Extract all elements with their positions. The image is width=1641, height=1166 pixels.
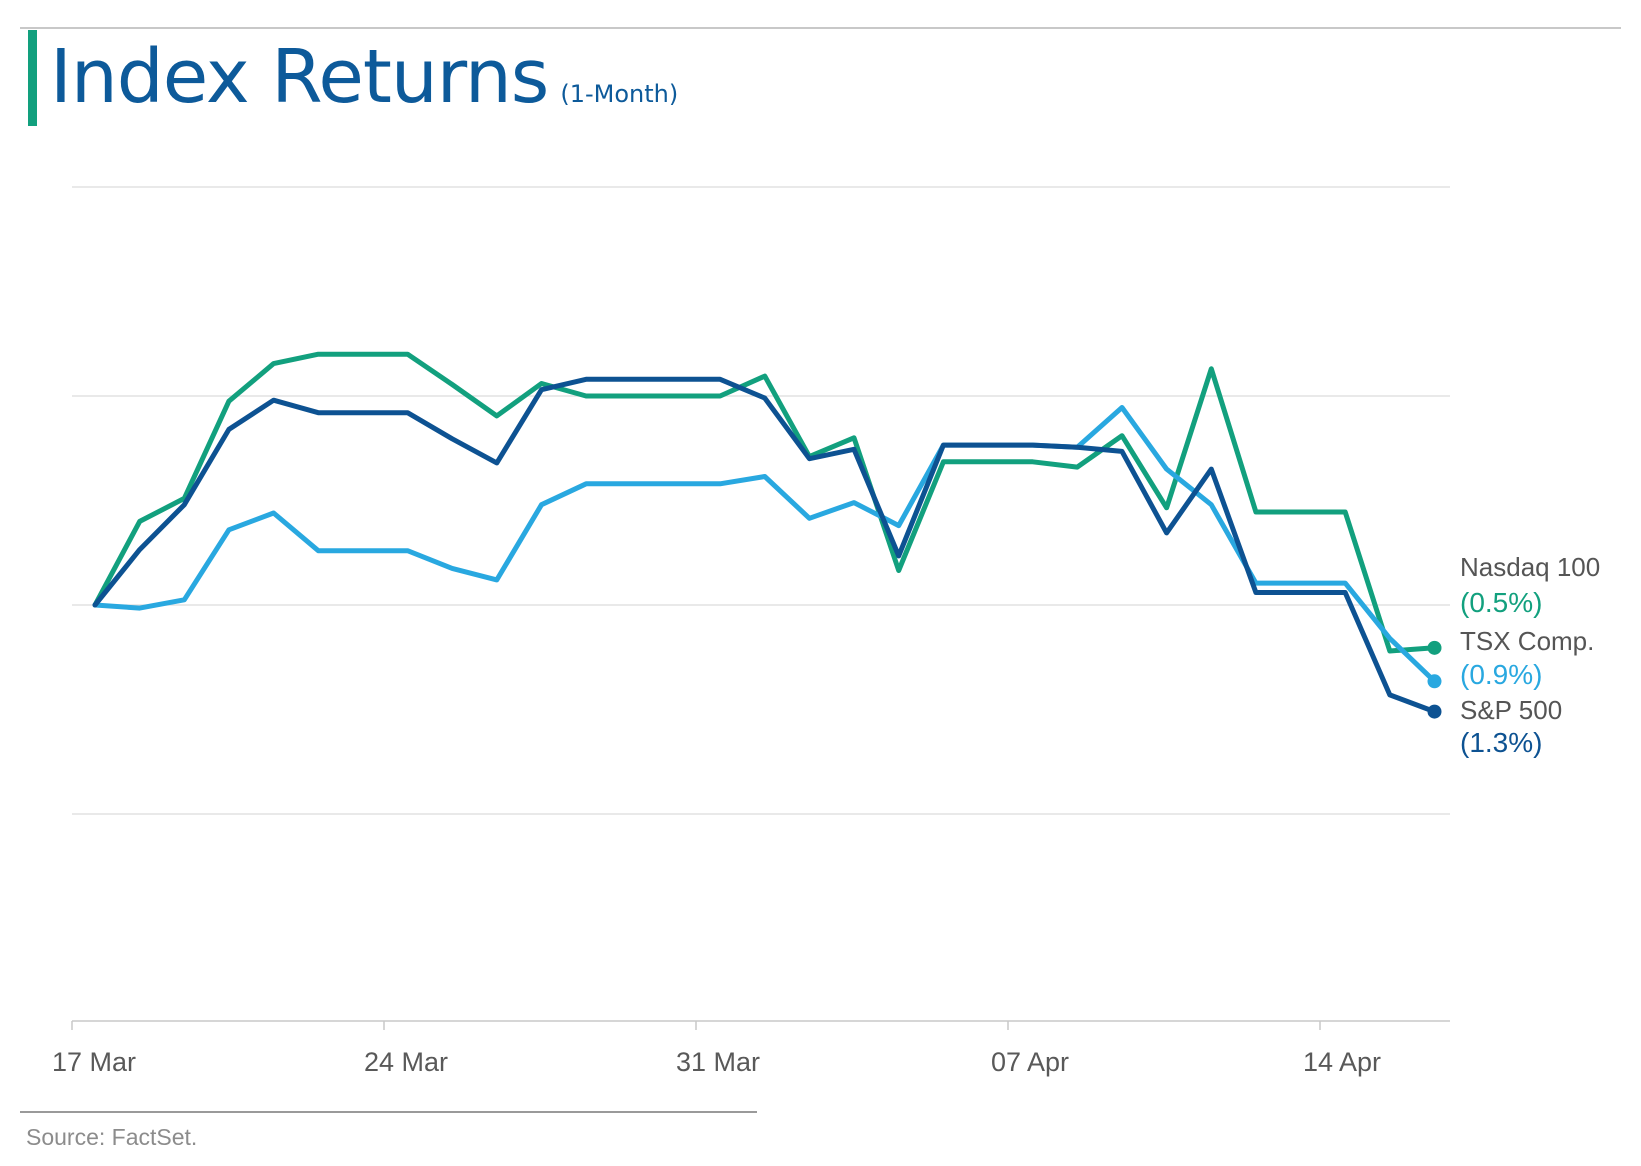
end-labels: Nasdaq 100 (0.5%) TSX Comp.(0.9%) S&P 500(1… — [1460, 552, 1600, 758]
source-note: Source: FactSet. — [26, 1124, 198, 1150]
x-tick-label: 17 Mar — [52, 1047, 136, 1077]
chart-title: Index Returns (1-Month) — [50, 34, 678, 120]
series-lines — [92, 351, 1442, 719]
chart-subtitle: (1-Month) — [560, 80, 679, 108]
x-tick-label: 14 Apr — [1303, 1047, 1381, 1077]
x-tick-label: 07 Apr — [991, 1047, 1069, 1077]
series-name-label: Nasdaq 100 — [1460, 552, 1600, 582]
x-axis: 17 Mar 24 Mar 31 Mar 07 Apr 14 Apr — [52, 1020, 1450, 1077]
series-name-label: TSX Comp. — [1460, 626, 1594, 656]
source-rule — [20, 1111, 757, 1113]
top-rule — [20, 27, 1621, 29]
series-line-2 — [92, 376, 1437, 715]
series-value-label: (0.9%) — [1460, 659, 1542, 690]
series-line-1 — [92, 405, 1437, 684]
series-value-label: (0.5%) — [1460, 587, 1542, 618]
series-value-label: (1.3%) — [1460, 727, 1542, 758]
series-end-marker-1 — [1427, 674, 1442, 689]
series-end-marker-2 — [1427, 704, 1442, 719]
gridlines — [72, 186, 1450, 815]
x-tick-label: 31 Mar — [676, 1047, 760, 1077]
chart-title-text: Index Returns — [50, 34, 549, 120]
series-name-label: S&P 500 — [1460, 695, 1562, 725]
series-line-0 — [92, 351, 1437, 654]
x-tick-label: 24 Mar — [364, 1047, 448, 1077]
series-end-marker-0 — [1427, 640, 1442, 655]
title-accent-bar — [28, 30, 37, 126]
